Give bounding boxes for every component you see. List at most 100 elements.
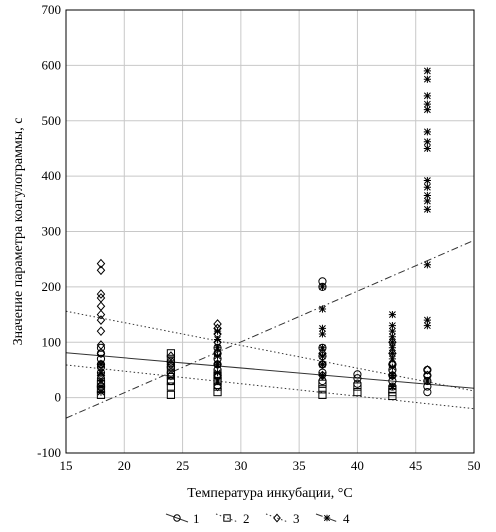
data-point-series-3 — [96, 340, 106, 350]
data-point-series-3 — [96, 293, 106, 303]
data-point-series-3 — [318, 370, 327, 381]
data-point-series-4 — [423, 316, 431, 324]
data-point-series-4 — [388, 363, 396, 371]
data-point-series-4 — [388, 382, 396, 391]
data-point-series-4 — [318, 344, 327, 352]
data-point-series-2 — [166, 376, 176, 386]
data-point-series-4 — [213, 369, 222, 377]
data-point-series-4 — [318, 352, 327, 360]
y-tick-labels: -100 0 100 200 300 400 500 600 700 — [37, 2, 61, 460]
data-point-series-4 — [423, 205, 431, 213]
x-tick-label: 45 — [409, 458, 422, 473]
y-tick-label: 700 — [42, 2, 62, 17]
data-point-series-4 — [388, 338, 396, 346]
legend-label-series-2: 2 — [243, 511, 250, 526]
data-point-series-4 — [388, 322, 396, 330]
data-point-series-2 — [166, 354, 176, 363]
data-point-series-3 — [96, 301, 106, 312]
legend-line-series-4 — [315, 513, 339, 523]
data-point-series-4 — [97, 360, 105, 368]
data-point-series-3 — [96, 289, 106, 299]
y-tick-label: 600 — [42, 57, 62, 72]
y-tick-label: 300 — [42, 224, 62, 239]
data-point-series-3 — [96, 326, 106, 337]
data-point-series-4 — [213, 360, 222, 368]
data-point-series-4 — [318, 324, 327, 333]
data-point-series-4 — [423, 128, 431, 136]
data-point-series-4 — [423, 106, 431, 114]
data-point-series-4 — [318, 283, 327, 291]
data-point-series-4 — [388, 327, 396, 335]
data-point-series-4 — [213, 327, 222, 335]
data-point-series-3 — [96, 265, 106, 276]
trend-line-series-4 — [65, 239, 475, 419]
legend-marker-series-3 — [273, 513, 281, 523]
legend-label-series-1: 1 — [193, 511, 200, 526]
data-point-series-3 — [166, 370, 176, 381]
trend-lines — [65, 239, 475, 419]
data-point-series-4 — [423, 261, 431, 269]
data-point-series-4 — [388, 349, 396, 357]
data-point-series-4 — [423, 144, 431, 153]
legend-label-series-4: 4 — [343, 511, 350, 526]
data-point-series-4 — [213, 377, 222, 385]
legend-marker-series-4 — [323, 514, 331, 522]
data-point-series-2 — [166, 349, 176, 358]
data-point-series-3 — [96, 258, 106, 269]
data-point-series-4 — [423, 322, 431, 330]
data-point-series-4 — [97, 382, 105, 391]
y-tick-label: 400 — [42, 168, 62, 183]
legend-label-series-3: 3 — [293, 511, 300, 526]
data-point-series-2 — [318, 390, 327, 399]
data-point-series-2 — [213, 387, 222, 397]
trend-line-series-1 — [65, 352, 475, 389]
data-point-series-1 — [353, 374, 362, 383]
data-point-series-4 — [423, 100, 431, 108]
data-point-series-1 — [423, 365, 432, 375]
y-tick-label: 100 — [42, 334, 62, 349]
data-point-series-2 — [166, 365, 176, 375]
data-point-series-4 — [388, 310, 396, 319]
data-point-series-4 — [423, 75, 431, 83]
data-point-series-4 — [388, 344, 396, 352]
y-tick-label: 200 — [42, 279, 62, 294]
data-points — [96, 67, 432, 401]
data-point-series-3 — [423, 365, 432, 375]
data-point-series-3 — [166, 351, 176, 361]
data-point-series-4 — [423, 176, 431, 185]
data-point-series-4 — [388, 333, 396, 341]
data-point-series-3 — [166, 359, 176, 370]
data-point-series-4 — [388, 355, 396, 363]
data-point-series-4 — [423, 183, 431, 191]
data-point-series-4 — [423, 67, 431, 75]
data-point-series-2 — [353, 387, 362, 397]
grid-lines — [66, 10, 474, 453]
data-point-series-4 — [423, 138, 431, 146]
x-tick-label: 15 — [60, 458, 73, 473]
data-point-series-3 — [96, 348, 106, 359]
data-point-series-4 — [423, 92, 431, 100]
y-tick-label: 0 — [55, 390, 62, 405]
data-point-series-2 — [318, 385, 327, 394]
y-tick-label: 500 — [42, 113, 62, 128]
data-point-series-1 — [96, 343, 106, 352]
data-point-series-4 — [213, 352, 222, 360]
data-point-series-4 — [213, 344, 222, 352]
x-tick-label: 30 — [234, 458, 247, 473]
data-point-series-3 — [96, 315, 106, 325]
data-point-series-4 — [97, 388, 105, 396]
data-point-series-4 — [97, 369, 105, 377]
data-point-series-4 — [318, 360, 327, 368]
data-point-series-3 — [318, 359, 327, 370]
x-tick-label: 50 — [468, 458, 481, 473]
data-point-series-2 — [166, 382, 176, 391]
x-tick-labels: 15 20 25 30 35 40 45 50 — [60, 458, 481, 473]
data-point-series-3 — [96, 309, 106, 320]
data-point-series-1 — [423, 387, 432, 397]
data-point-series-3 — [96, 359, 106, 370]
x-tick-label: 35 — [293, 458, 306, 473]
x-axis-label: Температура инкубации, °С — [187, 486, 352, 501]
y-axis-label: Значение параметра коагулограммы, с — [11, 118, 26, 346]
data-point-series-4 — [318, 330, 327, 338]
